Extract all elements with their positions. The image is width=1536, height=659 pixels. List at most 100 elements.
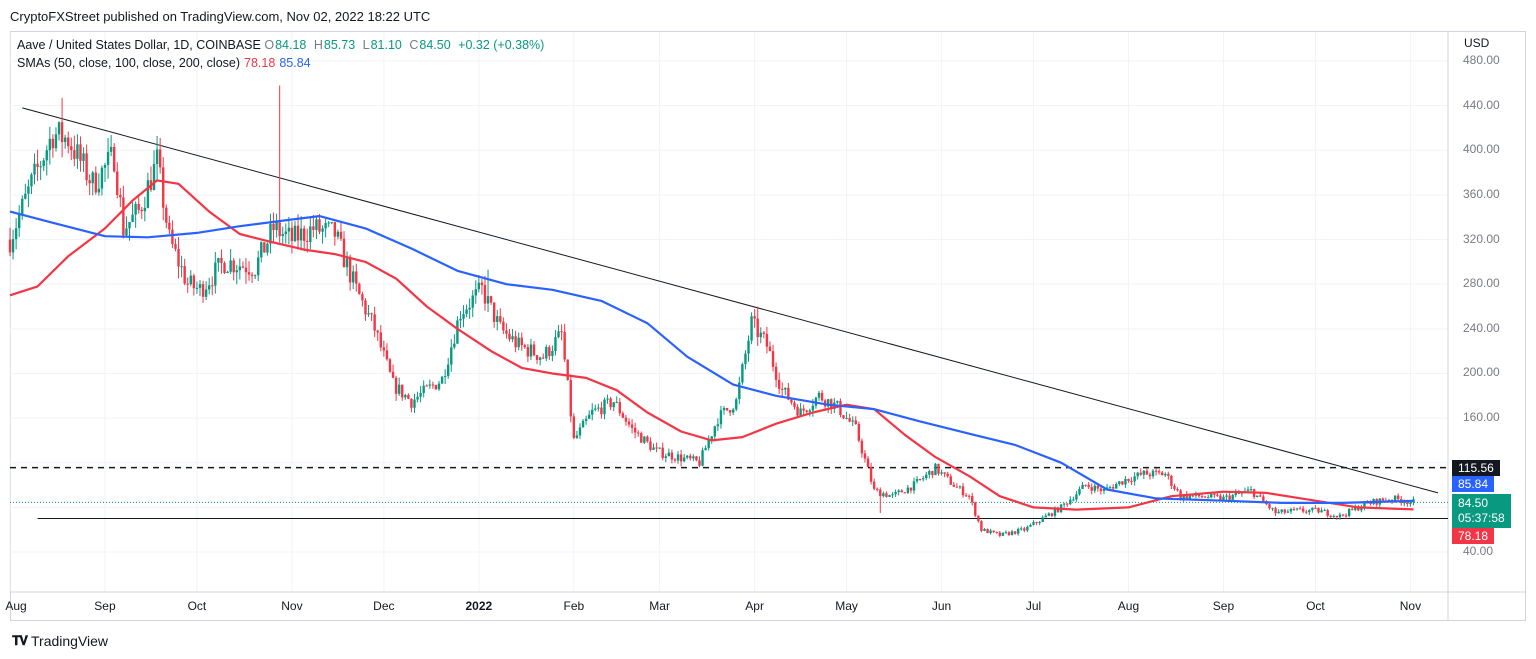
candle-body (1044, 515, 1047, 518)
candle-body (407, 394, 410, 399)
candle-body (1084, 484, 1087, 486)
candle-body (302, 228, 306, 241)
candle-body (312, 226, 315, 230)
bar-countdown: 05:37:58 (1458, 511, 1505, 526)
candle-body (171, 229, 174, 244)
candle-body (655, 447, 658, 449)
candle-body (1148, 474, 1152, 477)
tradingview-logo[interactable]: 𝐓𝐕 TradingView (12, 633, 108, 649)
candle-body (244, 267, 248, 273)
candle-body (848, 417, 851, 422)
candle-body (535, 355, 539, 360)
candle-body (217, 258, 220, 263)
candle-body (735, 399, 738, 410)
candle-body (762, 332, 766, 334)
candle-body (1210, 493, 1213, 498)
candle-body (894, 491, 897, 495)
candle-body (805, 410, 808, 412)
candle-body (673, 459, 677, 461)
candle-body (1151, 470, 1155, 477)
candle-body (679, 454, 683, 462)
candle-body (318, 219, 321, 232)
candle-body (189, 275, 192, 285)
candle-body (554, 337, 557, 351)
candle-body (575, 435, 579, 438)
candle-body (180, 266, 183, 268)
high-value: 85.73 (323, 38, 356, 52)
candle-body (333, 222, 337, 237)
time-tick-label: Apr (745, 599, 764, 613)
candle-body (1013, 531, 1017, 534)
candle-body (569, 379, 572, 417)
candle-body (1035, 522, 1038, 524)
candle-body (793, 402, 796, 407)
candle-body (845, 417, 848, 419)
candle-body (578, 427, 582, 436)
candle-body (974, 502, 977, 516)
candle-body (1001, 532, 1005, 536)
candle-body (1409, 502, 1412, 504)
candle-body (1191, 495, 1195, 497)
candle-body (1341, 514, 1345, 516)
candle-body (995, 531, 998, 533)
candle-body (839, 400, 842, 416)
candle-body (826, 399, 830, 407)
sma-legend[interactable]: SMAs (50, close, 100, close, 200, close)… (17, 56, 311, 70)
candle-body (330, 222, 333, 224)
candle-body (21, 198, 24, 215)
candle-body (1185, 494, 1188, 499)
candle-body (621, 413, 625, 418)
candle-body (765, 333, 769, 347)
candle-body (186, 283, 189, 285)
candle-body (1216, 494, 1219, 496)
candle-body (1099, 488, 1103, 492)
candle-body (492, 302, 496, 322)
candle-body (1053, 508, 1057, 516)
candle-body (122, 197, 125, 236)
candle-body (1096, 485, 1100, 489)
candle-body (36, 163, 39, 168)
candle-body (934, 463, 937, 476)
candle-body (664, 456, 667, 458)
candle-body (434, 385, 438, 390)
candle-body (1078, 489, 1081, 495)
candle-body (928, 471, 931, 475)
candle-body (462, 314, 465, 319)
candle-body (1203, 496, 1207, 498)
candle-body (548, 347, 551, 357)
candle-body (946, 473, 949, 477)
candle-body (1213, 493, 1216, 495)
candle-body (511, 336, 514, 340)
candle-body (1308, 510, 1311, 513)
candle-body (808, 410, 812, 412)
candle-body (909, 487, 913, 491)
price-tick-label: 360.00 (1463, 186, 1500, 201)
candle-body (91, 172, 94, 184)
candle-body (612, 402, 615, 408)
candle-body (296, 225, 300, 241)
candle-body (63, 137, 67, 143)
low-label: L (362, 38, 370, 52)
candle-body (594, 408, 597, 410)
candle-body (143, 207, 147, 212)
candle-body (284, 231, 287, 235)
candle-body (293, 225, 297, 242)
currency-unit[interactable]: USD (1464, 36, 1490, 50)
candle-body (1121, 481, 1124, 485)
candle-body (1274, 508, 1277, 514)
symbol-legend[interactable]: Aave / United States Dollar, 1D, COINBAS… (17, 38, 548, 52)
candle-body (866, 458, 870, 467)
candle-body (54, 134, 58, 149)
candle-body (903, 492, 906, 494)
candle-body (750, 316, 753, 341)
candle-body (1292, 508, 1296, 510)
candle-body (214, 262, 217, 286)
candle-body (964, 495, 968, 497)
candle-body (658, 447, 661, 449)
candle-body (532, 344, 536, 356)
candle-body (1246, 489, 1250, 491)
candle-body (949, 476, 952, 485)
time-tick-label: Sep (94, 599, 116, 613)
last-price: 84.50 (1458, 496, 1489, 511)
